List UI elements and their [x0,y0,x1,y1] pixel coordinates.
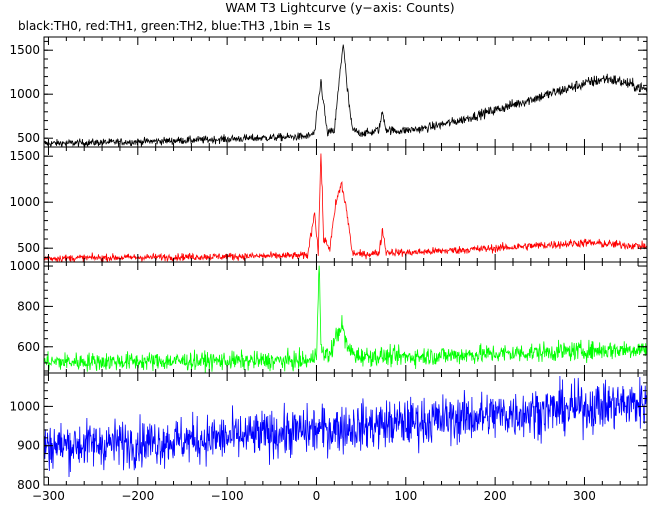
panel-th3: 800 900 1000 [9,372,648,492]
panel-frame [43,372,648,486]
y-tick-label: 1000 [9,195,40,209]
x-tick-label: −300 [32,489,65,503]
y-tick-label: 1000 [9,87,40,101]
x-tick-label: 0 [313,489,321,503]
x-tick-label: 300 [573,489,596,503]
panel-th1: 500 1000 1500 [9,146,648,263]
x-tick-label: −100 [211,489,244,503]
series-line-th0 [44,44,647,147]
series-line-th1 [44,153,647,262]
y-tick-label: 1000 [9,399,40,413]
chart-title: WAM T3 Lightcurve (y−axis: Counts) [225,0,454,15]
y-tick-label: 1000 [9,259,40,273]
panels-group: 5001000150050010001500600800100080090010… [9,36,648,503]
x-tick-label: 100 [394,489,417,503]
panel-th2: 600 800 1000 [9,259,648,374]
x-tick-label: −200 [121,489,154,503]
y-tick-label: 900 [17,439,40,453]
y-tick-label: 500 [17,241,40,255]
chart-subtitle: black:TH0, red:TH1, green:TH2, blue:TH3 … [18,19,331,33]
panel-frame [43,146,648,263]
x-tick-label: 200 [484,489,507,503]
y-tick-label: 600 [17,340,40,354]
y-tick-label: 800 [17,478,40,492]
y-tick-label: 800 [17,299,40,313]
y-tick-label: 500 [17,131,40,145]
y-tick-label: 1500 [9,149,40,163]
y-tick-label: 1500 [9,43,40,57]
series-line-th2 [44,265,647,373]
series-line-th3 [44,376,647,477]
panel-th0: 500 1000 1500 [9,36,648,148]
panel-frame [43,261,648,374]
